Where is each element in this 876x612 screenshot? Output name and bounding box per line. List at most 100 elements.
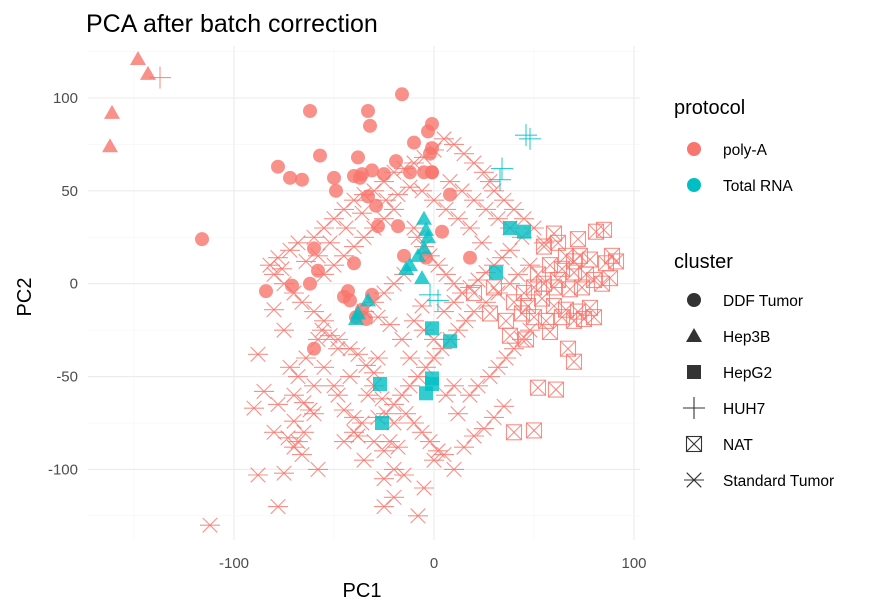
point-standard-tumor (272, 261, 292, 277)
point-standard-tumor (444, 276, 464, 292)
point-standard-tumor (520, 257, 540, 273)
point-standard-tumor (380, 316, 400, 333)
point-ddf-tumor (283, 170, 297, 185)
point-standard-tumor (488, 211, 508, 227)
point-hep3b (104, 104, 120, 119)
point-standard-tumor (494, 398, 514, 414)
point-standard-tumor (274, 322, 294, 338)
point-hep3b (140, 65, 156, 80)
point-standard-tumor (444, 461, 464, 478)
point-standard-tumor (412, 183, 432, 199)
point-standard-tumor (504, 201, 524, 218)
point-standard-tumor (472, 235, 492, 251)
point-standard-tumor (248, 346, 268, 362)
point-hep3b (418, 221, 434, 236)
point-ddf-tumor (425, 165, 439, 180)
point-standard-tumor (292, 446, 312, 463)
point-nat (601, 270, 619, 287)
point-hepg2 (443, 334, 457, 349)
point-nat (529, 379, 547, 396)
point-ddf-tumor (369, 198, 383, 213)
point-standard-tumor (424, 192, 444, 208)
chart-title: PCA after batch correction (86, 10, 378, 38)
point-standard-tumor (352, 205, 372, 221)
point-ddf-tumor (435, 224, 449, 239)
point-standard-tumor (392, 387, 412, 403)
point-ddf-tumor (407, 135, 421, 150)
point-ddf-tumor (351, 150, 365, 165)
point-ddf-tumor (327, 170, 341, 185)
point-standard-tumor (394, 160, 414, 177)
point-nat (519, 297, 537, 315)
point-standard-tumor (434, 303, 454, 320)
point-standard-tumor (288, 368, 308, 385)
point-standard-tumor (444, 294, 464, 310)
point-standard-tumor (352, 415, 372, 431)
point-standard-tumor (324, 378, 344, 394)
point-standard-tumor (280, 359, 300, 375)
point-standard-tumor (464, 303, 484, 320)
point-standard-tumor (304, 406, 324, 422)
point-standard-tumor (358, 387, 378, 403)
point-standard-tumor (448, 406, 468, 422)
point-standard-tumor (348, 346, 368, 362)
point-huh7 (519, 127, 541, 150)
point-standard-tumor (396, 406, 416, 422)
point-standard-tumor (384, 396, 404, 413)
point-huh7 (149, 66, 171, 89)
point-nat (525, 422, 543, 439)
point-standard-tumor (428, 257, 448, 273)
legend-key-standard-tumor (684, 472, 704, 488)
point-nat (607, 253, 625, 270)
point-standard-tumor (344, 192, 364, 208)
point-standard-tumor (200, 517, 220, 533)
point-huh7 (489, 168, 511, 191)
point-standard-tumor (420, 433, 440, 450)
point-standard-tumor (496, 350, 516, 366)
point-standard-tumor (288, 433, 308, 450)
legend-key-huh7 (683, 397, 705, 419)
point-standard-tumor (464, 155, 484, 171)
point-standard-tumor (508, 266, 528, 283)
point-standard-tumor (368, 309, 388, 325)
point-standard-tumor (412, 298, 432, 314)
y-tick-label: -100 (48, 461, 78, 478)
point-standard-tumor (354, 229, 374, 245)
point-hepg2 (489, 265, 503, 280)
point-nat (581, 299, 599, 316)
point-standard-tumor (492, 250, 512, 266)
point-nat (535, 238, 553, 255)
point-standard-tumor (374, 498, 394, 515)
point-standard-tumor (314, 359, 334, 375)
protocol-legend-title: protocol (674, 97, 745, 119)
point-standard-tumor (394, 467, 414, 483)
point-hep3b (360, 292, 376, 307)
y-axis-tick-labels: 100 50 0 -50 -100 (48, 90, 78, 478)
point-standard-tumor (368, 350, 388, 366)
point-standard-tumor (456, 313, 476, 329)
point-standard-tumor (488, 285, 508, 301)
point-standard-tumor (304, 378, 324, 394)
point-standard-tumor (294, 394, 314, 411)
point-standard-tumor (408, 368, 428, 385)
legend-label-poly-a: poly-A (723, 142, 768, 159)
point-standard-tumor (480, 173, 500, 190)
point-ddf-tumor (341, 284, 355, 299)
point-standard-tumor (452, 285, 472, 301)
point-nat (481, 305, 499, 322)
point-standard-tumor (484, 409, 504, 426)
plot-grid (88, 46, 640, 540)
y-tick-label: 50 (61, 183, 78, 200)
point-hep3b (398, 260, 414, 275)
point-standard-tumor (314, 313, 334, 329)
point-ddf-tumor (425, 117, 439, 131)
point-standard-tumor (400, 378, 420, 394)
point-standard-tumor (294, 424, 314, 440)
legend-key-ddf-tumor (687, 293, 701, 307)
legend-label-hep3b: Hep3B (723, 329, 770, 346)
point-standard-tumor (500, 276, 520, 292)
point-standard-tumor (384, 276, 404, 292)
point-nat (581, 251, 599, 268)
point-standard-tumor (434, 446, 454, 463)
point-huh7 (515, 124, 537, 147)
